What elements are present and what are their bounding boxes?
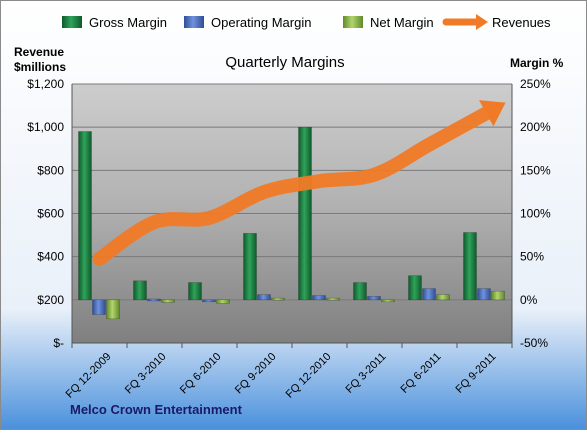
bar-net-margin-0: [106, 299, 120, 320]
right-tick-label-6: 250%: [520, 77, 551, 91]
bar-gross-margin-0: [78, 131, 92, 301]
legend-label-operating-margin: Operating Margin: [211, 15, 311, 30]
legend-swatch-gross-margin: [62, 16, 82, 28]
legend-label-net-margin: Net Margin: [370, 15, 434, 30]
bar-gross-margin-3: [243, 233, 257, 301]
chart-title: Quarterly Margins: [225, 54, 344, 71]
margin-bars: [78, 126, 505, 320]
legend-net-margin: Net Margin: [343, 15, 434, 30]
legend-arrowhead-revenues: [476, 14, 488, 30]
bar-gross-margin-1: [133, 280, 147, 301]
right-tick-label-3: 100%: [520, 207, 551, 221]
revenue-arrowhead: [479, 100, 506, 127]
bar-gross-margin-5: [353, 282, 367, 301]
left-axis-label-line1: Revenue: [14, 45, 64, 59]
left-tick-label-2: $400: [37, 250, 64, 264]
bar-net-margin-6: [436, 294, 450, 301]
bar-operating-margin-6: [422, 288, 436, 301]
right-tick-label-5: 200%: [520, 120, 551, 134]
legend-label-gross-margin: Gross Margin: [89, 15, 167, 30]
legend-operating-margin: Operating Margin: [184, 15, 311, 30]
bar-gross-margin-4: [298, 126, 312, 301]
legend-swatch-operating-margin: [184, 16, 204, 28]
right-tick-label-4: 150%: [520, 163, 551, 177]
bar-operating-margin-2: [202, 299, 216, 303]
left-tick-label-3: $600: [37, 207, 64, 221]
bar-operating-margin-5: [367, 296, 381, 301]
bar-net-margin-2: [216, 299, 230, 304]
bar-net-margin-7: [491, 290, 505, 301]
legend-swatch-net-margin: [343, 16, 363, 28]
bar-gross-margin-2: [188, 282, 202, 301]
legend: Gross Margin Operating Margin Net Margin…: [62, 14, 551, 30]
bar-net-margin-1: [161, 299, 175, 303]
left-tick-label-1: $200: [37, 293, 64, 307]
right-axis-label: Margin %: [510, 56, 564, 70]
bar-operating-margin-3: [257, 294, 271, 301]
left-tick-label-4: $800: [37, 163, 64, 177]
bar-gross-margin-7: [463, 232, 477, 301]
company-name: Melco Crown Entertainment: [70, 402, 243, 417]
revenue-line-path: [92, 104, 497, 266]
left-tick-label-5: $1,000: [27, 120, 64, 134]
bar-operating-margin-1: [147, 298, 161, 302]
bar-net-margin-5: [381, 299, 395, 303]
bar-operating-margin-0: [92, 299, 106, 315]
legend-revenues: Revenues: [442, 14, 551, 30]
right-tick-label-1: 0%: [520, 293, 538, 307]
bar-net-margin-4: [326, 297, 340, 301]
gridlines: [72, 83, 512, 301]
bar-net-margin-3: [271, 297, 285, 301]
bar-gross-margin-6: [408, 275, 422, 301]
right-tick-label-2: 50%: [520, 250, 544, 264]
left-tick-label-6: $1,200: [27, 77, 64, 91]
left-tick-label-0: $-: [53, 336, 64, 350]
legend-gross-margin: Gross Margin: [62, 15, 167, 30]
bar-operating-margin-7: [477, 288, 491, 301]
legend-label-revenues: Revenues: [492, 15, 551, 30]
bar-operating-margin-4: [312, 295, 326, 301]
revenue-line: [92, 100, 506, 266]
right-tick-label-0: -50%: [520, 336, 548, 350]
left-axis-label-line2: $millions: [14, 60, 66, 74]
